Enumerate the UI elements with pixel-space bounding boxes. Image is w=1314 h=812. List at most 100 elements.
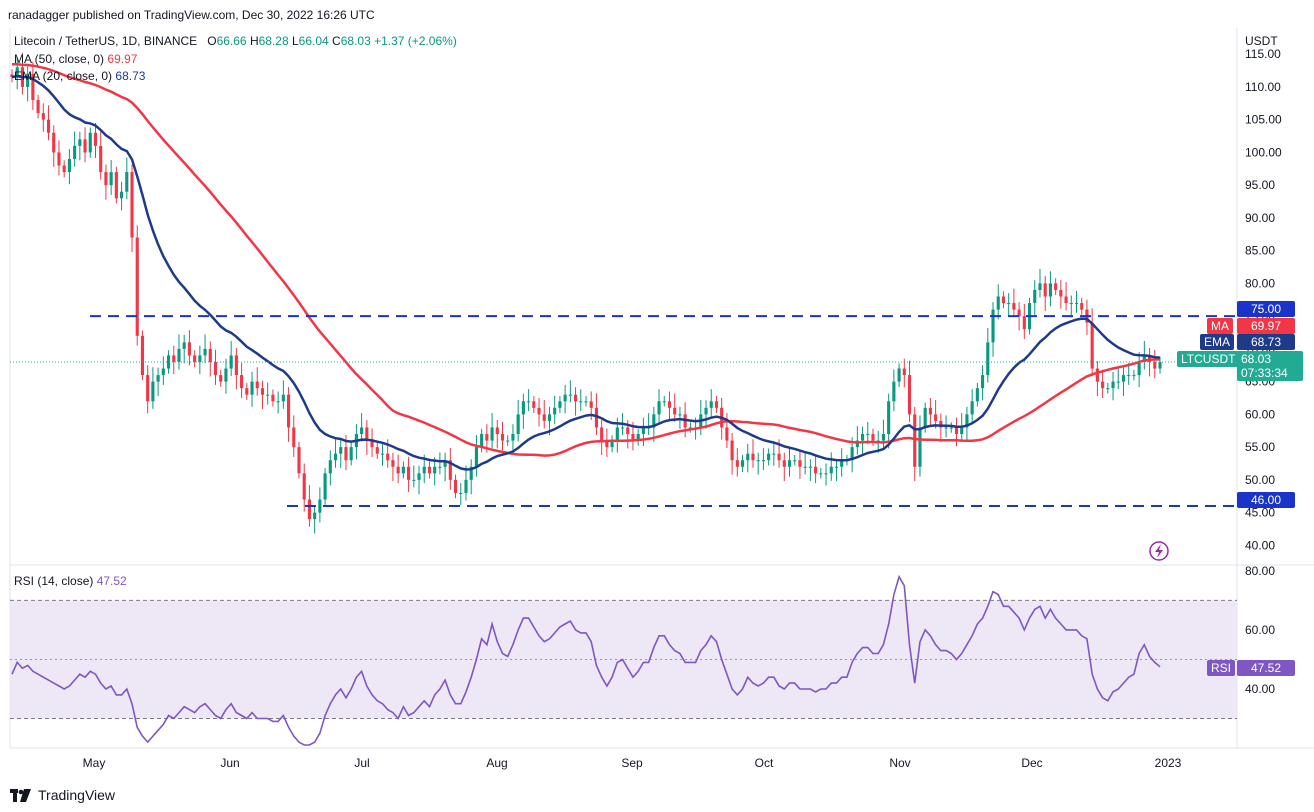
candle-body xyxy=(527,401,531,403)
price-tick-3: 100.00 xyxy=(1245,145,1282,159)
candle-body xyxy=(1111,381,1115,389)
candle-body xyxy=(1095,368,1099,382)
candle-body xyxy=(370,440,374,448)
rsi-tick-0: 80.00 xyxy=(1245,564,1275,578)
candle-body xyxy=(991,309,995,343)
candle-body xyxy=(41,113,45,120)
month-tick-0: May xyxy=(83,756,106,770)
candle-body xyxy=(78,139,82,146)
candle-body xyxy=(542,414,546,421)
candle-body xyxy=(292,427,296,448)
candle-body xyxy=(584,401,588,403)
candle-body xyxy=(459,492,463,494)
month-tick-3: Aug xyxy=(486,756,507,770)
candle-body xyxy=(401,466,405,474)
candle-body xyxy=(892,381,896,402)
candle-body xyxy=(954,427,959,435)
rsi-legend-value: 47.52 xyxy=(96,574,127,588)
month-tick-6: Nov xyxy=(889,756,910,770)
candle-body xyxy=(610,440,614,448)
rsi-tag: RSI xyxy=(1207,660,1236,676)
candle-body xyxy=(1001,296,1006,304)
candle-body xyxy=(751,453,755,461)
ohlc-o-label: O xyxy=(207,34,217,48)
candle-body xyxy=(620,427,625,429)
candle-body xyxy=(850,447,854,461)
candle-body xyxy=(1106,388,1110,390)
candle-body xyxy=(725,427,729,441)
ema-price-value: 68.73 xyxy=(1237,334,1295,350)
symbol-title: Litecoin / TetherUS, 1D, BINANCE xyxy=(14,34,198,48)
candle-body xyxy=(652,414,656,428)
price-tick-11: 60.00 xyxy=(1245,407,1275,421)
month-tick-2: Jul xyxy=(354,756,369,770)
candle-body xyxy=(897,368,901,382)
candle-body xyxy=(490,427,494,441)
candle-body xyxy=(349,447,353,461)
ema-legend[interactable]: EMA (20, close, 0) 68.73 xyxy=(14,69,145,83)
candle-body xyxy=(213,361,218,376)
candle-body xyxy=(151,381,155,402)
candle-body xyxy=(318,499,322,513)
candle-body xyxy=(756,460,760,462)
published-caption: ranadagger published on TradingView.com,… xyxy=(8,8,375,22)
candle-body xyxy=(224,368,228,382)
candle-body xyxy=(960,427,964,435)
tradingview-logo[interactable]: TradingView xyxy=(10,787,115,803)
candle-body xyxy=(521,401,525,415)
candle-body xyxy=(631,434,635,441)
candle-body xyxy=(360,427,364,435)
candle-body xyxy=(255,381,259,389)
candle-body xyxy=(704,407,708,415)
candle-body xyxy=(626,427,630,435)
price-tick-0: 115.00 xyxy=(1245,47,1281,61)
candle-body xyxy=(172,355,176,362)
candle-body xyxy=(1090,322,1094,369)
candle-body xyxy=(547,414,552,421)
candle-body xyxy=(1012,303,1016,310)
price-tick-12: 55.00 xyxy=(1245,440,1275,454)
rsi-legend[interactable]: RSI (14, close) 47.52 xyxy=(14,574,127,588)
ohlc-l-label: L xyxy=(291,34,299,48)
candle-body xyxy=(93,132,98,146)
candle-body xyxy=(52,132,56,153)
candle-body xyxy=(944,427,948,429)
candle-body xyxy=(156,375,160,382)
candle-body xyxy=(276,401,280,403)
candle-body xyxy=(140,335,145,376)
candle-body xyxy=(600,427,604,441)
candle-body xyxy=(203,348,207,356)
candle-body xyxy=(641,427,645,435)
candle-body xyxy=(579,401,583,403)
candle-body xyxy=(474,447,478,467)
ohlc-open: 66.66 xyxy=(216,34,247,48)
price-tick-5: 90.00 xyxy=(1245,211,1275,225)
candle-body xyxy=(125,172,129,192)
candle-body xyxy=(433,466,437,474)
candle-body xyxy=(907,375,912,415)
candle-body xyxy=(386,453,390,461)
lightning-icon[interactable] xyxy=(1149,541,1169,561)
ema-line xyxy=(11,74,1161,471)
rsi-line xyxy=(11,574,1161,746)
candle-body xyxy=(516,414,520,435)
month-tick-8: 2023 xyxy=(1155,756,1182,770)
candle-body xyxy=(464,479,468,493)
price-tick-2: 105.00 xyxy=(1245,113,1282,127)
month-tick-1: Jun xyxy=(220,756,239,770)
candle-body xyxy=(881,434,886,441)
candle-body xyxy=(761,460,765,462)
candle-body xyxy=(46,119,51,133)
ma-legend[interactable]: MA (50, close, 0) 69.97 xyxy=(14,52,137,66)
ema-price-tag: EMA xyxy=(1200,334,1235,350)
candle-body xyxy=(198,355,202,362)
candle-body xyxy=(855,440,859,448)
candle-body xyxy=(1022,316,1026,330)
candle-body xyxy=(934,414,938,421)
candle-body xyxy=(407,466,411,480)
candle-body xyxy=(986,342,990,376)
month-tick-7: Dec xyxy=(1021,756,1042,770)
candle-body xyxy=(673,407,677,415)
candle-body xyxy=(996,296,1000,310)
